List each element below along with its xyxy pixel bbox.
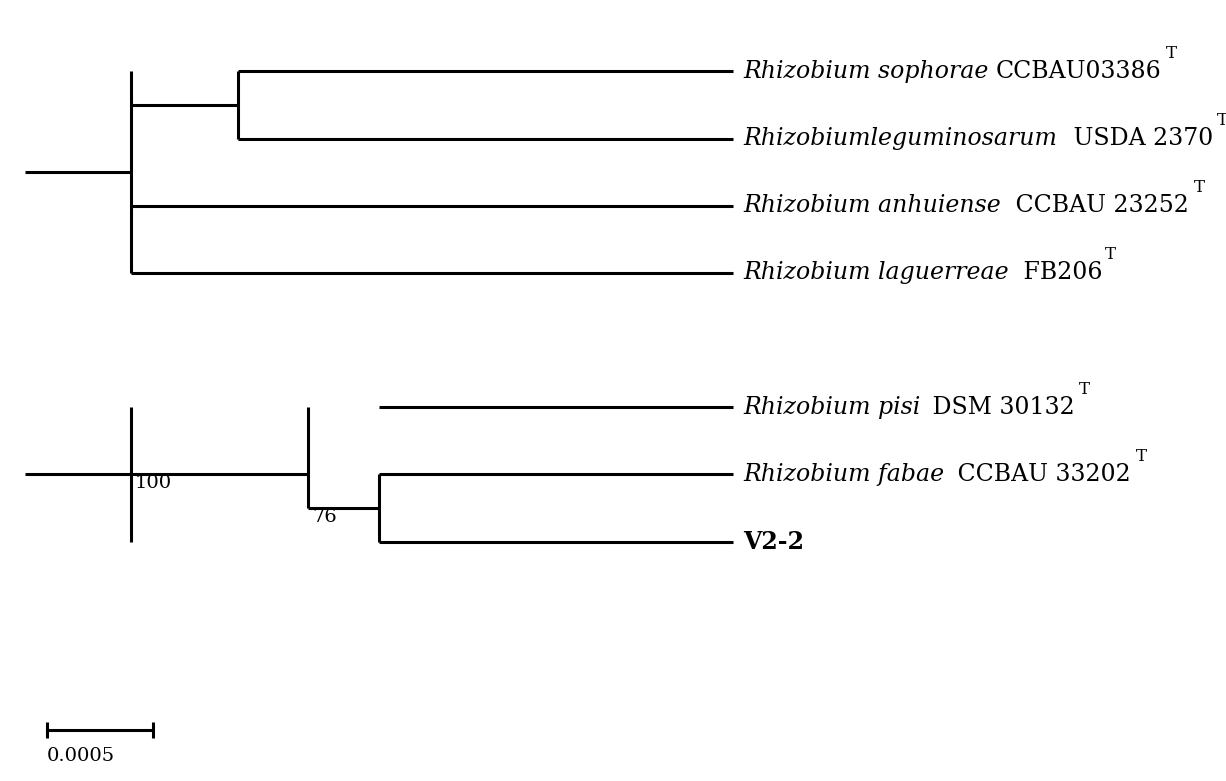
Text: T: T xyxy=(1105,246,1116,263)
Text: FB206: FB206 xyxy=(1016,262,1103,284)
Text: CCBAU 23252: CCBAU 23252 xyxy=(1008,194,1189,217)
Text: Rhizobium laguerreae: Rhizobium laguerreae xyxy=(743,262,1009,284)
Text: Rhizobium sophorae: Rhizobium sophorae xyxy=(743,60,988,83)
Text: CCBAU 33202: CCBAU 33202 xyxy=(950,463,1130,486)
Text: T: T xyxy=(1166,45,1177,62)
Text: V2-2: V2-2 xyxy=(743,530,804,554)
Text: Rhizobium fabae: Rhizobium fabae xyxy=(743,463,944,486)
Text: T: T xyxy=(1194,179,1205,196)
Text: Rhizobium pisi: Rhizobium pisi xyxy=(743,396,921,419)
Text: 100: 100 xyxy=(135,475,172,493)
Text: Rhizobium anhuiense: Rhizobium anhuiense xyxy=(743,194,1002,217)
Text: Rhizobiumleguminosarum: Rhizobiumleguminosarum xyxy=(743,127,1057,150)
Text: T: T xyxy=(1135,448,1146,465)
Text: DSM 30132: DSM 30132 xyxy=(926,396,1075,419)
Text: USDA 2370: USDA 2370 xyxy=(1065,127,1213,150)
Text: T: T xyxy=(1217,112,1226,129)
Text: 0.0005: 0.0005 xyxy=(47,747,115,765)
Text: CCBAU03386: CCBAU03386 xyxy=(996,60,1161,83)
Text: 76: 76 xyxy=(311,508,337,526)
Text: T: T xyxy=(1079,380,1090,398)
